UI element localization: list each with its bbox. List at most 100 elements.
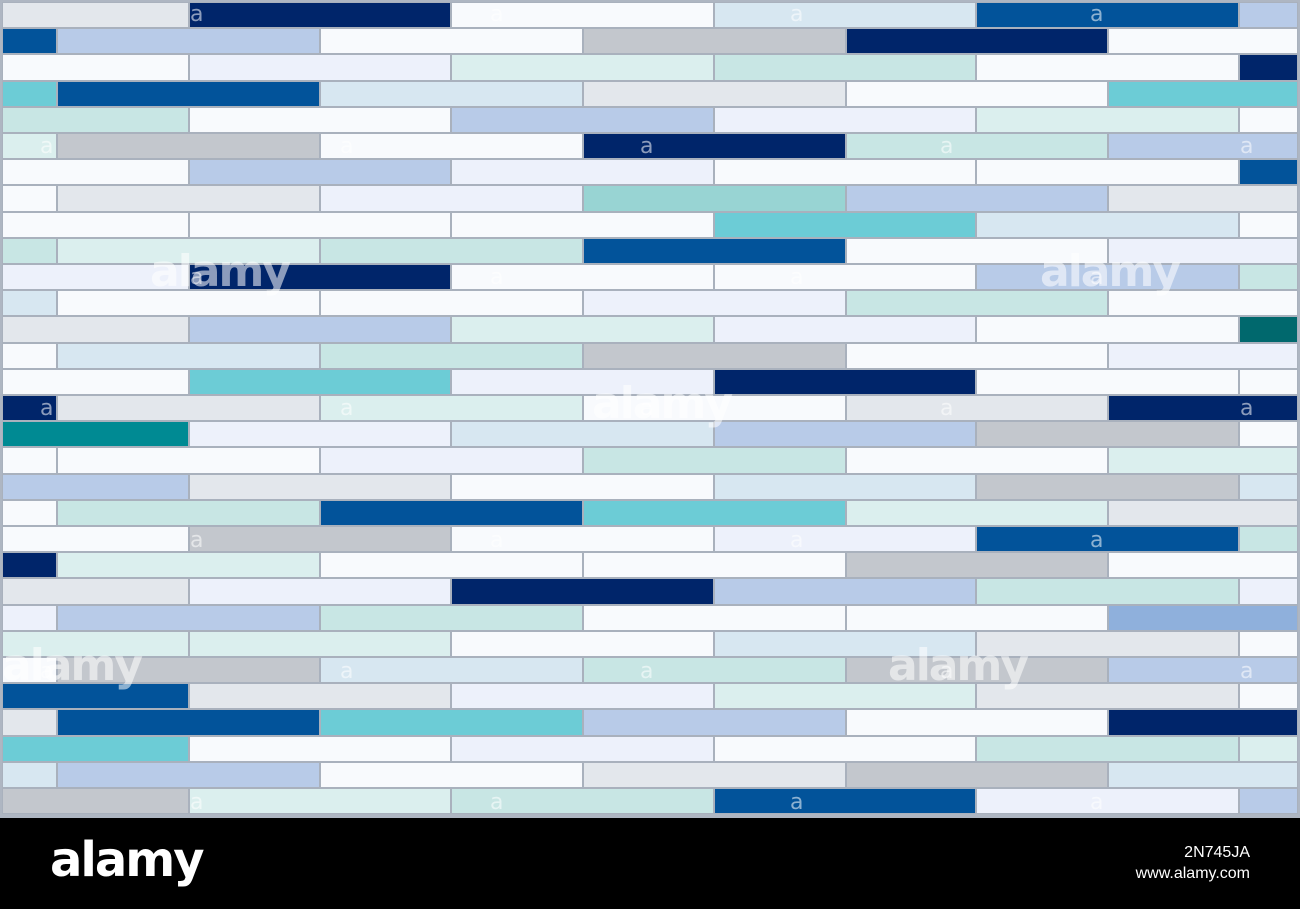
tile: [976, 264, 1239, 291]
tile: [57, 499, 320, 526]
tile: [2, 368, 189, 395]
tile: [451, 526, 714, 553]
tile: [846, 604, 1108, 631]
tile: [57, 80, 320, 107]
tile: [846, 342, 1108, 369]
tile: [1108, 80, 1298, 107]
tile: [583, 290, 846, 317]
tile: [714, 421, 976, 448]
tile: [320, 342, 583, 369]
tile: [714, 159, 976, 186]
tile: [846, 447, 1108, 474]
tile: [451, 159, 714, 186]
tile: [1239, 106, 1298, 133]
tile: [2, 211, 189, 238]
tile: [714, 54, 976, 81]
tile: [2, 526, 189, 553]
tile: [1239, 264, 1298, 291]
tile: [1108, 709, 1298, 736]
tile: [1108, 237, 1298, 264]
tile: [57, 133, 320, 160]
tile: [846, 290, 1108, 317]
tile: [189, 788, 451, 815]
tile: [189, 735, 451, 762]
tile: [1108, 499, 1298, 526]
tile: [846, 552, 1108, 579]
tile: [1239, 630, 1298, 657]
tile: [2, 473, 189, 500]
tile: [2, 788, 189, 815]
tile: [451, 578, 714, 605]
tile: [2, 421, 189, 448]
tile: [189, 683, 451, 710]
tile: [2, 80, 57, 107]
tile-wall: a a a a a a a a a a a a a a a a a a a a a a a a a a a a a a a alamy alam…: [0, 0, 1300, 818]
tile: [583, 447, 846, 474]
tile: [1239, 421, 1298, 448]
tile: [714, 2, 976, 29]
tile: [714, 473, 976, 500]
tile: [846, 761, 1108, 788]
tile: [2, 395, 57, 422]
tile: [976, 473, 1239, 500]
tile: [846, 237, 1108, 264]
tile: [57, 290, 320, 317]
tile: [451, 630, 714, 657]
tile: [189, 526, 451, 553]
tile: [57, 28, 320, 55]
tile: [451, 316, 714, 343]
tile: [451, 211, 714, 238]
tile: [2, 499, 57, 526]
tile: [976, 735, 1239, 762]
tile: [2, 28, 57, 55]
tile: [189, 473, 451, 500]
tile: [2, 447, 57, 474]
tile: [1108, 185, 1298, 212]
tile: [2, 761, 57, 788]
tile: [583, 499, 846, 526]
tile: [189, 106, 451, 133]
tile: [583, 80, 846, 107]
tile: [2, 657, 57, 684]
tile: [57, 552, 320, 579]
tile: [583, 657, 846, 684]
tile: [714, 106, 976, 133]
tile: [320, 185, 583, 212]
tile: [976, 54, 1239, 81]
tile: [320, 290, 583, 317]
tile: [451, 788, 714, 815]
tile: [189, 54, 451, 81]
tile: [583, 133, 846, 160]
tile: [976, 526, 1239, 553]
tile: [714, 683, 976, 710]
tile: [1239, 788, 1298, 815]
tile: [2, 159, 189, 186]
tile: [1108, 761, 1298, 788]
tile: [846, 709, 1108, 736]
tile: [451, 683, 714, 710]
tile: [451, 54, 714, 81]
tile: [714, 368, 976, 395]
tile: [189, 316, 451, 343]
tile: [583, 709, 846, 736]
tile: [714, 211, 976, 238]
tile: [320, 604, 583, 631]
tile: [846, 499, 1108, 526]
tile: [1239, 54, 1298, 81]
tile: [189, 368, 451, 395]
tile: [976, 316, 1239, 343]
tile: [451, 368, 714, 395]
tile: [976, 368, 1239, 395]
tile: [2, 133, 57, 160]
tile: [1108, 657, 1298, 684]
tile: [320, 761, 583, 788]
tile: [583, 552, 846, 579]
tile: [2, 552, 57, 579]
tile: [451, 421, 714, 448]
tile: [1239, 316, 1298, 343]
tile: [976, 2, 1239, 29]
image-id: 2N745JA: [1184, 844, 1250, 861]
tile: [2, 342, 57, 369]
tile: [714, 264, 976, 291]
tile: [320, 552, 583, 579]
